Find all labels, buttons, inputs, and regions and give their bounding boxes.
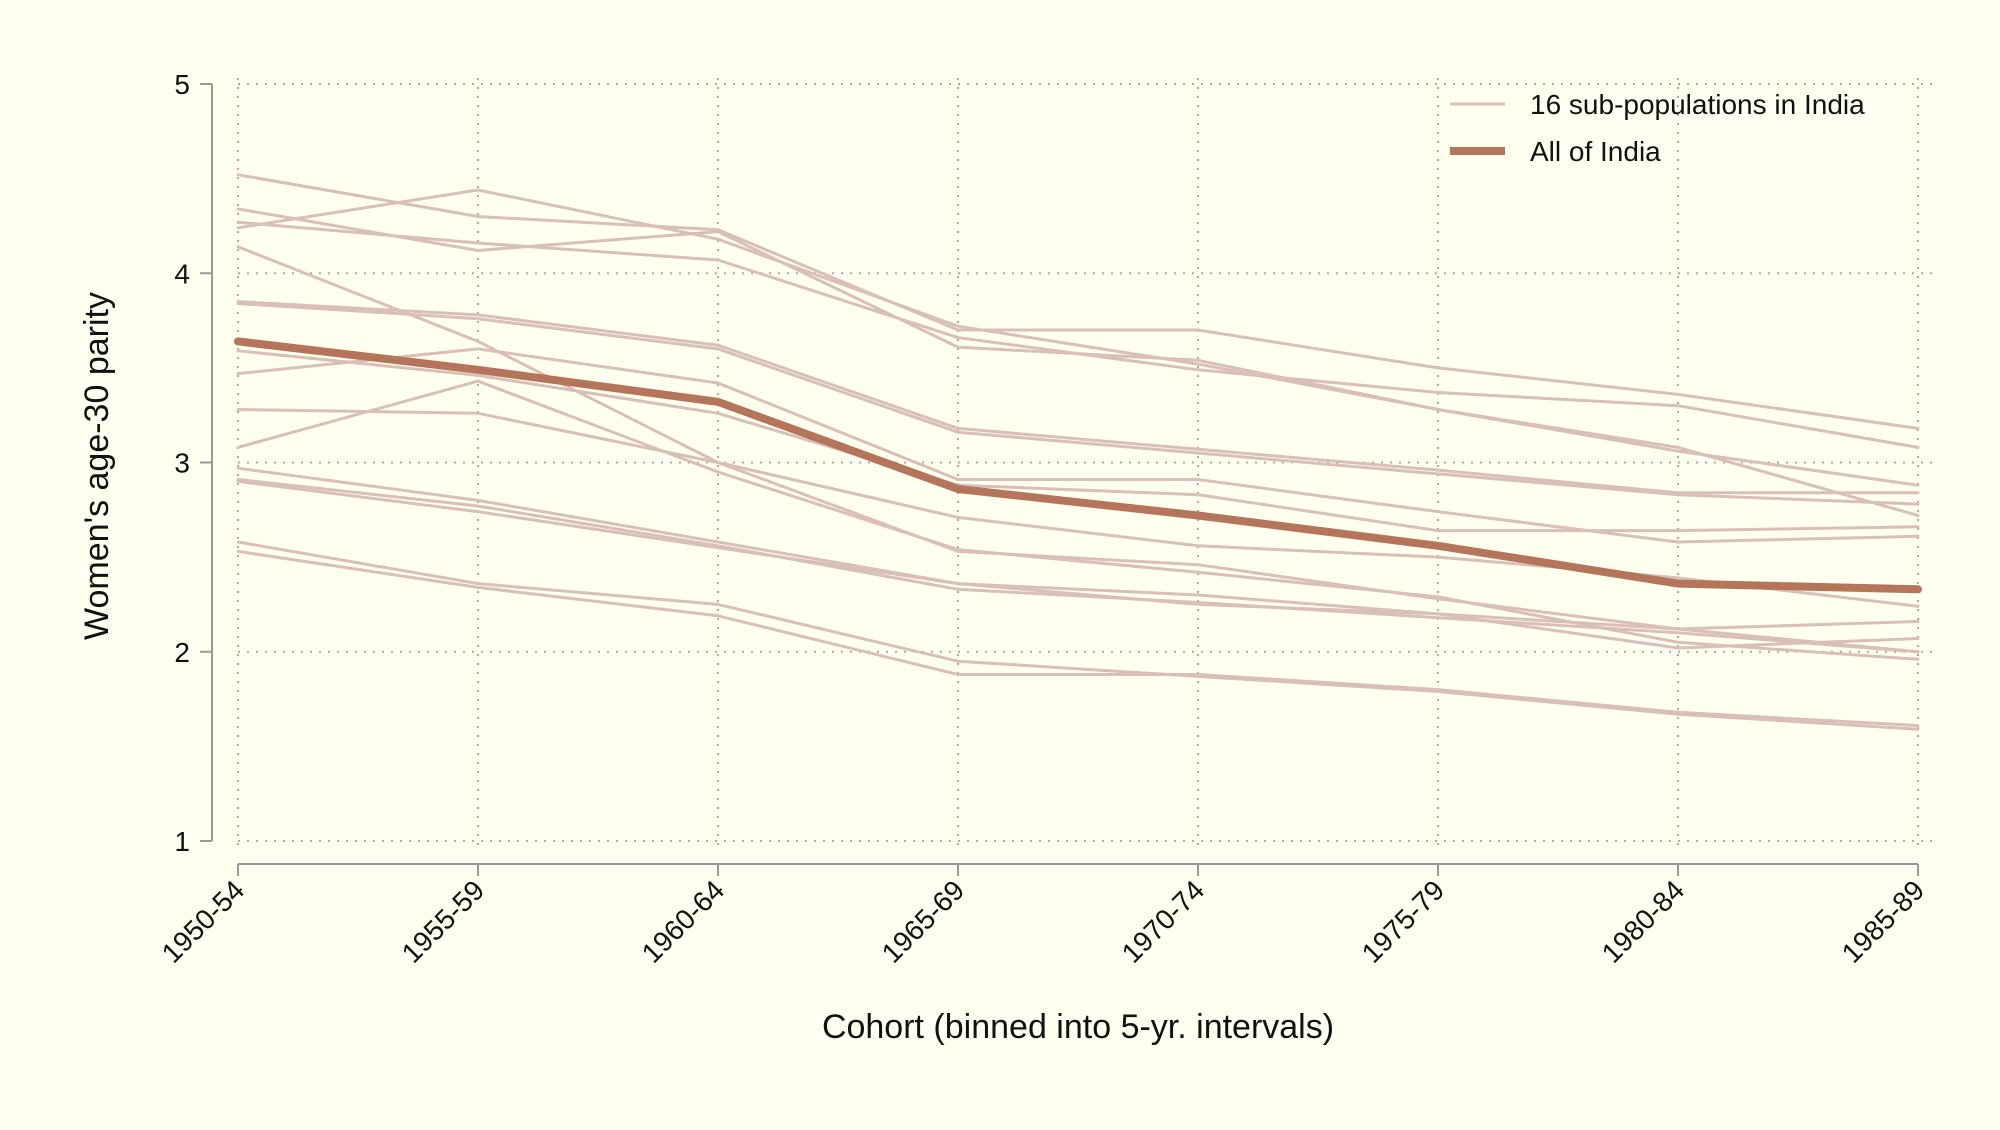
- y-tick-label: 2: [174, 637, 190, 668]
- series-line-subpopulation-8: [236, 347, 1920, 544]
- series-line-subpopulation-15: [236, 549, 1920, 728]
- series-line-subpopulation-5: [236, 300, 1920, 495]
- series-line-subpopulation-2: [236, 188, 1920, 487]
- series-line-subpopulation-13: [236, 478, 1920, 654]
- series-lines: [234, 173, 1922, 731]
- x-axis-title: Cohort (binned into 5-yr. intervals): [822, 1008, 1334, 1046]
- legend-label-subpopulations: 16 sub-populations in India: [1530, 89, 1865, 120]
- gridlines: [237, 78, 1936, 849]
- series-line-subpopulation-11: [236, 379, 1920, 661]
- series-line-subpopulation-1: [236, 173, 1920, 430]
- series-line-subpopulation-12: [236, 466, 1920, 650]
- series-line-subpopulation-9: [236, 349, 1920, 533]
- y-tick-label: 1: [174, 826, 190, 857]
- series-line-subpopulation-4: [236, 220, 1920, 449]
- series-line-subpopulation-14: [236, 540, 1920, 731]
- series-line-all-india: [234, 337, 1922, 594]
- series-line-subpopulation-7: [236, 245, 1920, 631]
- legend: 16 sub-populations in India All of India: [1450, 89, 1865, 167]
- y-axis-title: Women's age-30 parity: [78, 292, 116, 640]
- y-tick-label: 3: [174, 448, 190, 479]
- y-tick-label: 5: [174, 69, 190, 100]
- y-tick-label: 4: [174, 258, 190, 289]
- series-line-subpopulation-16: [236, 479, 1920, 654]
- series-line-subpopulation-6: [236, 302, 1920, 506]
- legend-label-all-india: All of India: [1530, 136, 1661, 167]
